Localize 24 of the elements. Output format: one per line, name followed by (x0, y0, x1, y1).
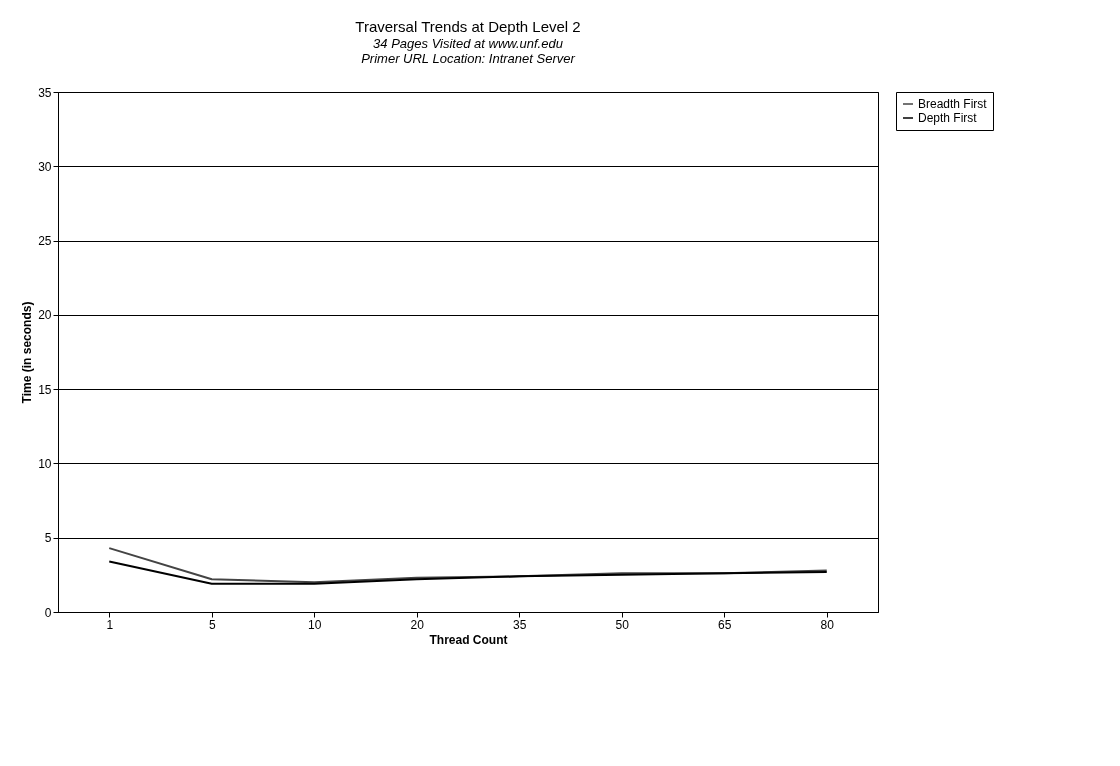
line-series (108, 560, 828, 585)
x-tick-label: 20 (410, 617, 425, 632)
x-tick-label: 35 (513, 617, 527, 632)
y-tick-label: 0 (44, 605, 52, 620)
y-tick-label: 15 (38, 382, 52, 397)
y-tick-label: 30 (38, 159, 52, 174)
y-tick-label: 10 (38, 456, 52, 471)
y-tick-label: 35 (38, 85, 52, 100)
legend-label: Depth First (918, 111, 978, 125)
x-tick-label: 10 (308, 617, 322, 632)
x-axis-title: Thread Count (429, 632, 508, 647)
text: Primer URL Location: Intranet Server (361, 51, 575, 66)
y-axis-title: Time (in seconds) (20, 301, 35, 404)
x-tick-label: 65 (718, 617, 732, 632)
chart-title: Traversal Trends at Depth Level 2 (355, 18, 581, 35)
x-tick-label: 80 (820, 617, 835, 632)
x-tick-label: 1 (106, 617, 114, 632)
x-tick-label: 5 (208, 617, 216, 632)
x-tick-label: 50 (615, 617, 630, 632)
y-tick-label: 25 (38, 234, 52, 249)
legend-label: Breadth First (918, 97, 988, 111)
y-tick-label: 5 (44, 531, 52, 546)
text: 34 Pages Visited at www.unf.edu (373, 36, 563, 51)
y-tick-label: 20 (38, 308, 52, 323)
